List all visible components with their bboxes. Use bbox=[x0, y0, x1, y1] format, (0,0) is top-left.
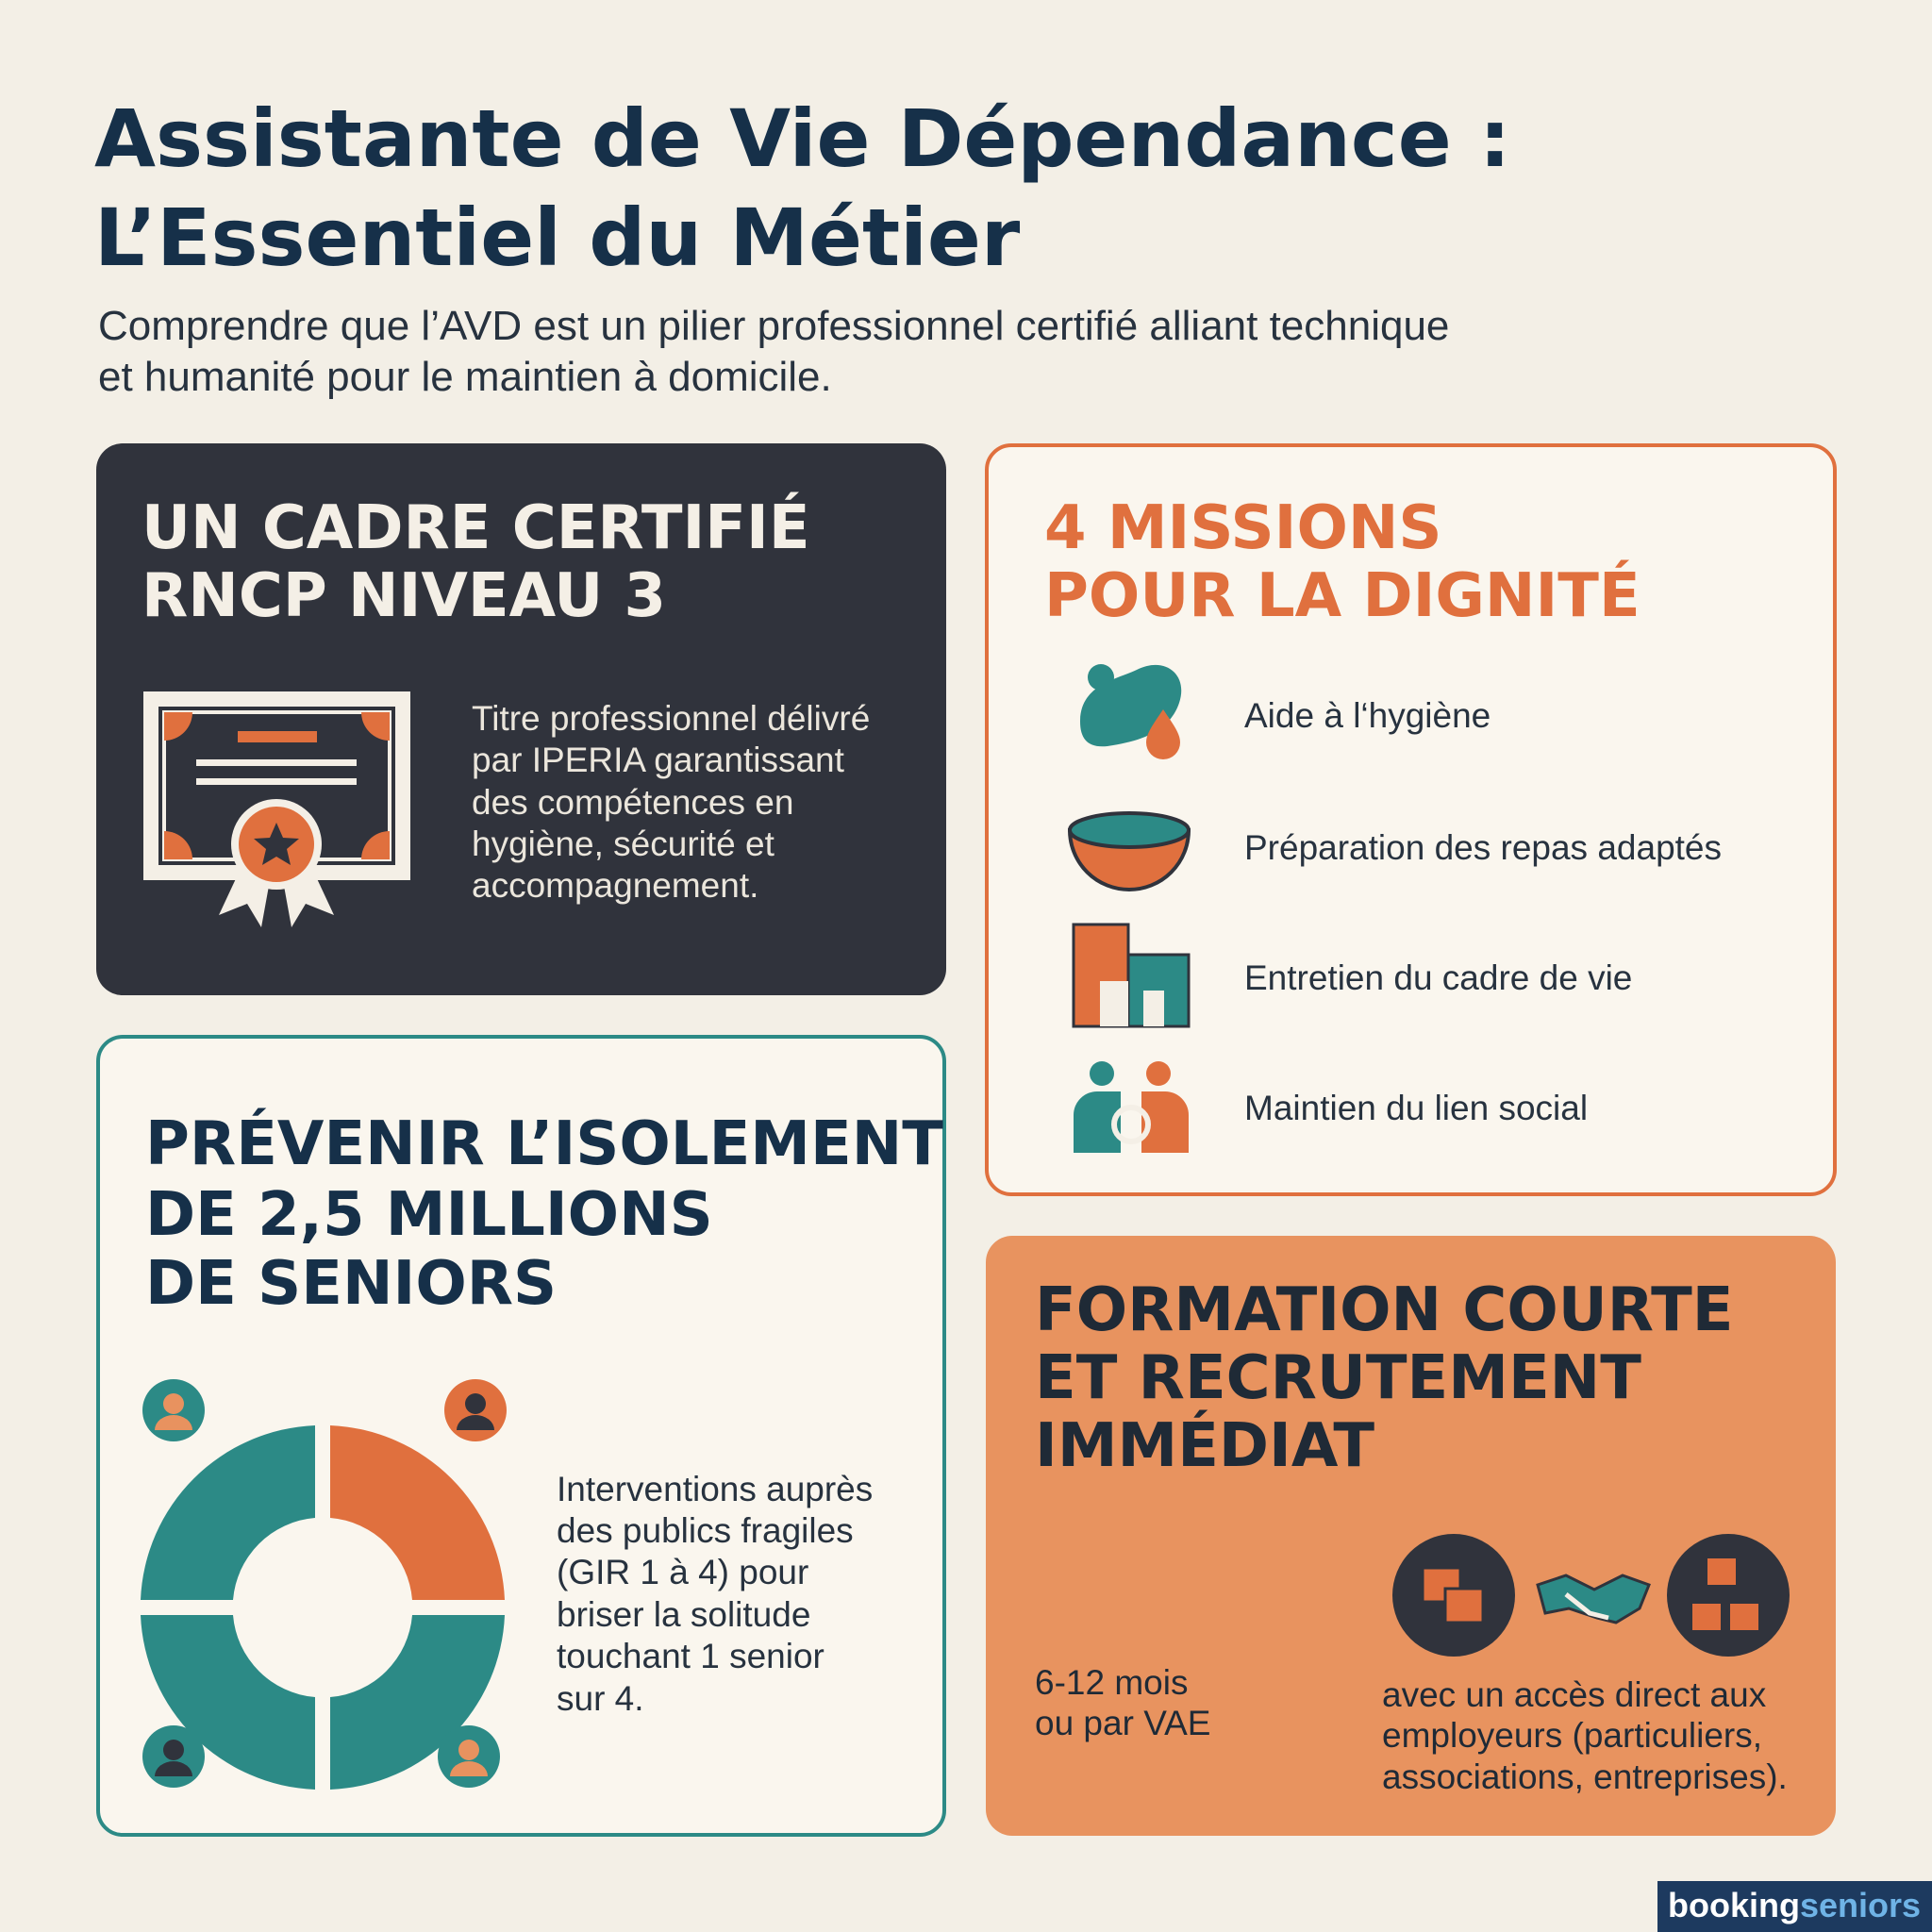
card-title: ET RECRUTEMENT bbox=[1035, 1343, 1641, 1413]
card-text: touchant 1 senior bbox=[557, 1637, 824, 1675]
card-title: DE 2,5 MILLIONS bbox=[145, 1180, 713, 1250]
card-title: RNCP NIVEAU 3 bbox=[142, 561, 666, 631]
card-text: par IPERIA garantissant bbox=[472, 741, 845, 779]
title: Assistante de Vie Dépendance : bbox=[94, 92, 1511, 185]
certificate-icon bbox=[143, 691, 410, 927]
card-text: hygiène, sécurité et bbox=[472, 824, 775, 863]
card-text: avec un accès direct aux bbox=[1382, 1675, 1767, 1714]
card-text: employeurs (particuliers, bbox=[1382, 1716, 1762, 1755]
card-text: associations, entreprises). bbox=[1382, 1757, 1788, 1796]
card-title: IMMÉDIAT bbox=[1035, 1409, 1374, 1481]
duration-text: ou par VAE bbox=[1035, 1704, 1210, 1742]
hygiene-icon bbox=[1080, 664, 1182, 759]
card-title: DE SENIORS bbox=[145, 1249, 557, 1319]
home-icon bbox=[1072, 923, 1191, 1028]
card-text: briser la solitude bbox=[557, 1595, 810, 1634]
card-text: des compétences en bbox=[472, 783, 793, 822]
mission-label: Préparation des repas adaptés bbox=[1244, 828, 1722, 867]
card-title: PRÉVENIR L’ISOLEMENT bbox=[145, 1108, 943, 1179]
social-icon bbox=[1074, 1061, 1189, 1153]
brand-logo: bookingseniors bbox=[1668, 1886, 1921, 1924]
card-title: FORMATION COURTE bbox=[1035, 1275, 1734, 1345]
title: L’Essentiel du Métier bbox=[94, 192, 1021, 284]
bowl-icon bbox=[1067, 811, 1191, 891]
subtitle: Comprendre que l’AVD est un pilier profe… bbox=[98, 303, 1449, 349]
recruitment-icons bbox=[1392, 1534, 1790, 1657]
mission-label: Maintien du lien social bbox=[1244, 1089, 1588, 1127]
card-title: UN CADRE CERTIFIÉ bbox=[142, 491, 810, 563]
card bbox=[986, 1236, 1836, 1836]
mission-label: Entretien du cadre de vie bbox=[1244, 958, 1632, 997]
brand-part: booking bbox=[1668, 1886, 1800, 1924]
card-text: des publics fragiles bbox=[557, 1511, 854, 1550]
card bbox=[985, 443, 1837, 1196]
card bbox=[96, 1035, 946, 1837]
card-text: (GIR 1 à 4) pour bbox=[557, 1553, 808, 1591]
mission-label: Aide à l‘hygiène bbox=[1244, 696, 1491, 735]
card-text: accompagnement. bbox=[472, 866, 758, 905]
subtitle: et humanité pour le maintien à domicile. bbox=[98, 354, 832, 400]
donut-illustration bbox=[141, 1379, 507, 1790]
card-text: Interventions auprès bbox=[557, 1470, 873, 1508]
card-text: sur 4. bbox=[557, 1679, 644, 1718]
card-title: 4 MISSIONS bbox=[1044, 493, 1442, 563]
card-text: Titre professionnel délivré bbox=[472, 699, 870, 738]
duration-text: 6-12 mois bbox=[1035, 1663, 1188, 1702]
brand-part: seniors bbox=[1800, 1886, 1921, 1924]
brand-badge bbox=[1657, 1881, 1932, 1932]
card-title: POUR LA DIGNITÉ bbox=[1044, 559, 1641, 631]
